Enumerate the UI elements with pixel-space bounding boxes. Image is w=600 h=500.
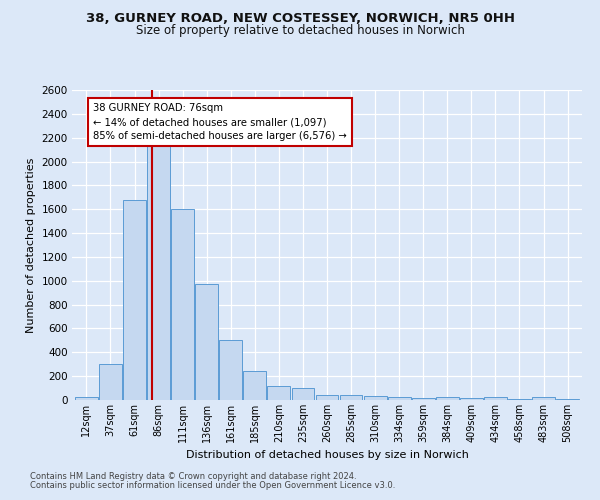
Bar [244, 371, 266, 400]
Text: Contains public sector information licensed under the Open Government Licence v3: Contains public sector information licen… [30, 481, 395, 490]
Bar [460, 398, 483, 400]
Bar [532, 397, 555, 400]
Bar [412, 398, 434, 400]
Bar [388, 397, 410, 400]
Text: Size of property relative to detached houses in Norwich: Size of property relative to detached ho… [136, 24, 464, 37]
Bar [171, 209, 194, 400]
Bar [268, 386, 290, 400]
Bar [75, 397, 98, 400]
Bar [484, 397, 507, 400]
Bar [340, 396, 362, 400]
Bar [147, 144, 170, 400]
Y-axis label: Number of detached properties: Number of detached properties [26, 158, 36, 332]
Bar [436, 397, 459, 400]
Text: 38, GURNEY ROAD, NEW COSTESSEY, NORWICH, NR5 0HH: 38, GURNEY ROAD, NEW COSTESSEY, NORWICH,… [86, 12, 515, 26]
Bar [364, 396, 386, 400]
Bar [123, 200, 146, 400]
X-axis label: Distribution of detached houses by size in Norwich: Distribution of detached houses by size … [185, 450, 469, 460]
Bar [195, 284, 218, 400]
Bar [220, 340, 242, 400]
Text: Contains HM Land Registry data © Crown copyright and database right 2024.: Contains HM Land Registry data © Crown c… [30, 472, 356, 481]
Bar [99, 364, 122, 400]
Bar [316, 394, 338, 400]
Bar [292, 388, 314, 400]
Text: 38 GURNEY ROAD: 76sqm
← 14% of detached houses are smaller (1,097)
85% of semi-d: 38 GURNEY ROAD: 76sqm ← 14% of detached … [93, 103, 347, 141]
